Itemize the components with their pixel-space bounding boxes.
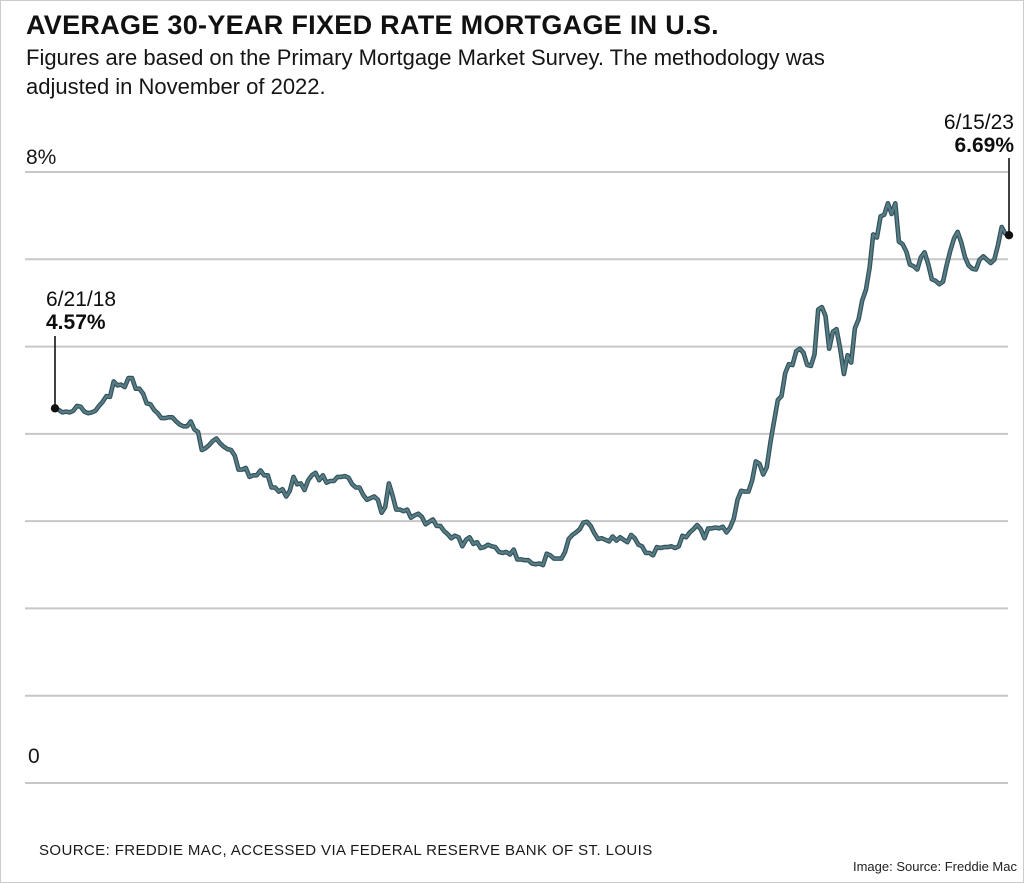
annotation-start-value: 4.57%	[46, 311, 106, 334]
source-note: SOURCE: FREDDIE MAC, ACCESSED VIA FEDERA…	[39, 842, 653, 859]
rate-line	[53, 202, 1011, 567]
chart-subtitle-line2: adjusted in November of 2022.	[26, 74, 326, 99]
rate-line-outline	[52, 201, 1012, 568]
annotation-start-date: 6/21/18	[46, 288, 117, 311]
y-axis-top-label: 8%	[26, 146, 57, 169]
image-credit: Image: Source: Freddie Mac	[852, 859, 1017, 874]
start-point-dot	[50, 404, 60, 413]
annotation-end-date: 6/15/23	[943, 111, 1014, 134]
y-axis-bottom-label: 0	[28, 745, 40, 768]
annotation-end: 6/15/23 6.69%	[944, 111, 1014, 157]
annotation-start: 6/21/18 4.57%	[46, 288, 116, 334]
end-point-dot	[1004, 231, 1014, 240]
chart-title: AVERAGE 30-YEAR FIXED RATE MORTGAGE IN U…	[26, 10, 719, 40]
chart-subtitle-line1: Figures are based on the Primary Mortgag…	[26, 45, 825, 70]
annotation-end-value: 6.69%	[954, 134, 1014, 157]
chart-subtitle: Figures are based on the Primary Mortgag…	[26, 43, 825, 101]
